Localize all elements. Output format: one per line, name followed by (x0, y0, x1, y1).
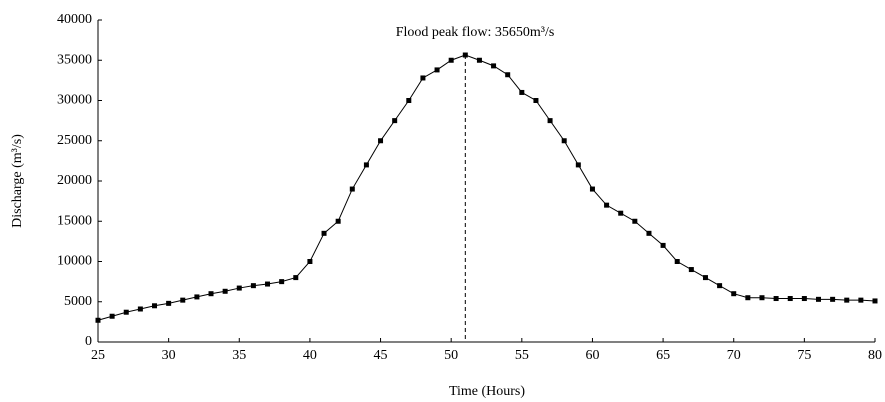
data-point (745, 295, 751, 301)
data-point (830, 296, 836, 302)
data-point (815, 296, 821, 302)
data-point (787, 296, 793, 302)
x-tick-label: 50 (444, 348, 458, 363)
data-point (476, 57, 482, 63)
data-point (702, 275, 708, 281)
data-point (519, 89, 525, 95)
data-point (632, 218, 638, 224)
data-point (307, 259, 313, 264)
data-point (547, 118, 553, 124)
data-point (95, 317, 101, 323)
data-point (801, 296, 807, 302)
x-tick-label: 75 (797, 348, 811, 363)
data-point (123, 309, 129, 315)
x-tick-label: 45 (374, 348, 388, 363)
data-point (208, 291, 214, 297)
data-point (335, 218, 341, 224)
data-point (363, 162, 369, 168)
data-point (575, 162, 581, 168)
data-point (505, 72, 511, 78)
x-tick-label: 65 (656, 348, 670, 363)
data-point (773, 296, 779, 302)
data-point (561, 138, 567, 144)
data-point (618, 210, 624, 216)
x-tick-label: 70 (727, 348, 741, 363)
y-tick-label: 20000 (57, 173, 92, 188)
data-point (392, 118, 398, 124)
y-tick-label: 30000 (57, 93, 92, 108)
data-point (688, 267, 694, 273)
data-point (731, 291, 737, 297)
data-point (265, 281, 271, 287)
data-point (491, 63, 497, 69)
data-line (97, 54, 876, 321)
data-point (448, 57, 454, 63)
data-point (872, 298, 878, 304)
data-point (279, 279, 285, 285)
x-tick-label: 35 (232, 348, 246, 363)
data-point (434, 67, 440, 73)
data-point (222, 288, 228, 294)
data-point (180, 297, 186, 303)
data-point (604, 202, 610, 208)
data-point (236, 285, 242, 291)
x-tick-label: 60 (585, 348, 599, 363)
data-point (406, 98, 412, 103)
data-point (646, 230, 652, 236)
x-tick-label: 80 (868, 348, 882, 363)
data-point (109, 313, 115, 319)
data-point (420, 75, 426, 81)
y-tick-label: 5000 (64, 294, 92, 309)
data-point (378, 138, 384, 144)
data-point (533, 98, 539, 103)
data-point (660, 242, 666, 248)
data-point (166, 300, 172, 306)
annotation: Flood peak flow: 35650m³/s (396, 25, 555, 40)
x-tick-label: 25 (91, 348, 105, 363)
data-point (137, 306, 143, 312)
data-point (293, 275, 299, 281)
y-tick-label: 25000 (57, 133, 92, 148)
x-tick-label: 30 (162, 348, 176, 363)
data-point (844, 297, 850, 303)
data-point (152, 303, 158, 309)
y-tick-label: 0 (85, 334, 92, 349)
y-axis-label: Discharge (m³/s) (10, 134, 25, 228)
data-point (858, 297, 864, 303)
y-tick-label: 10000 (57, 254, 92, 269)
y-tick-label: 15000 (57, 213, 92, 228)
y-tick-label: 35000 (57, 52, 92, 67)
x-axis-label: Time (Hours) (449, 384, 525, 399)
data-point (759, 295, 765, 301)
x-tick-label: 40 (303, 348, 317, 363)
data-point (194, 294, 200, 300)
y-tick-label: 40000 (57, 12, 92, 27)
x-tick-label: 55 (515, 348, 529, 363)
data-point (250, 283, 256, 289)
data-point (717, 283, 723, 289)
data-point (321, 230, 327, 236)
data-point (349, 186, 355, 192)
data-point (674, 259, 680, 264)
data-point (589, 186, 595, 192)
